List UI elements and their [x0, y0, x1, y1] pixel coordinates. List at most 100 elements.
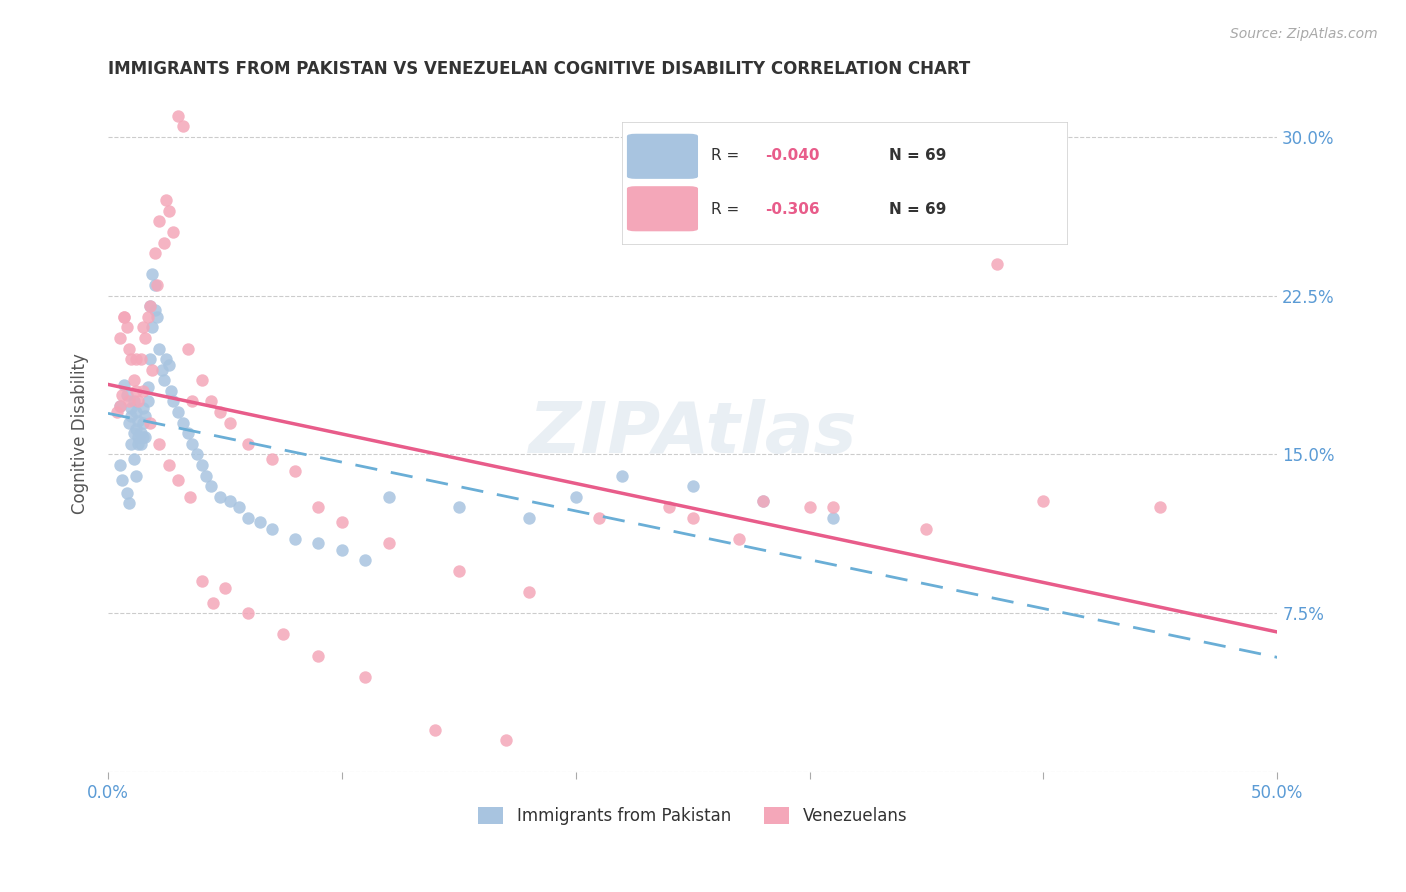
Point	[308, 536, 330, 550]
Point	[218, 416, 240, 430]
Point	[150, 362, 173, 376]
Point	[186, 447, 208, 461]
Point	[308, 648, 330, 663]
Point	[190, 373, 212, 387]
Point	[108, 399, 131, 413]
Point	[209, 490, 232, 504]
Point	[125, 422, 148, 436]
Point	[115, 388, 138, 402]
Point	[1032, 494, 1054, 508]
Point	[377, 536, 399, 550]
Point	[136, 310, 159, 324]
Point	[141, 320, 163, 334]
Point	[176, 342, 198, 356]
Point	[447, 564, 470, 578]
Point	[181, 394, 204, 409]
Y-axis label: Cognitive Disability: Cognitive Disability	[72, 353, 89, 514]
Point	[146, 278, 169, 293]
Point	[377, 490, 399, 504]
Point	[986, 257, 1008, 271]
Point	[112, 377, 135, 392]
Point	[108, 458, 131, 472]
Point	[111, 473, 134, 487]
Point	[190, 458, 212, 472]
Point	[821, 500, 844, 515]
Point	[214, 581, 236, 595]
Point	[517, 585, 540, 599]
Point	[752, 494, 775, 508]
Point	[125, 352, 148, 367]
Point	[120, 409, 142, 424]
Point	[122, 451, 145, 466]
Point	[148, 214, 170, 228]
Point	[238, 606, 260, 620]
Point	[136, 394, 159, 409]
Point	[162, 225, 184, 239]
Point	[155, 352, 177, 367]
Point	[157, 458, 180, 472]
Point	[115, 320, 138, 334]
Point	[125, 405, 148, 419]
Point	[146, 310, 169, 324]
Legend: Immigrants from Pakistan, Venezuelans: Immigrants from Pakistan, Venezuelans	[471, 800, 914, 831]
Point	[143, 303, 166, 318]
Point	[122, 394, 145, 409]
Point	[181, 437, 204, 451]
Point	[200, 479, 222, 493]
Point	[120, 401, 142, 415]
Point	[495, 733, 517, 747]
Point	[112, 310, 135, 324]
Point	[195, 468, 218, 483]
Point	[172, 119, 194, 133]
Point	[249, 515, 271, 529]
Point	[330, 515, 353, 529]
Point	[228, 500, 250, 515]
Point	[139, 299, 162, 313]
Point	[176, 426, 198, 441]
Point	[118, 416, 141, 430]
Point	[160, 384, 183, 398]
Text: IMMIGRANTS FROM PAKISTAN VS VENEZUELAN COGNITIVE DISABILITY CORRELATION CHART: IMMIGRANTS FROM PAKISTAN VS VENEZUELAN C…	[108, 60, 970, 78]
Point	[179, 490, 201, 504]
Point	[612, 468, 634, 483]
Point	[153, 373, 176, 387]
Point	[915, 522, 938, 536]
Point	[148, 437, 170, 451]
Point	[238, 511, 260, 525]
Point	[134, 430, 156, 444]
Point	[167, 109, 190, 123]
Point	[122, 373, 145, 387]
Point	[127, 437, 149, 451]
Point	[134, 409, 156, 424]
Point	[120, 437, 142, 451]
Point	[564, 490, 586, 504]
Point	[821, 511, 844, 525]
Point	[108, 331, 131, 345]
Point	[112, 310, 135, 324]
Point	[238, 437, 260, 451]
Point	[209, 405, 232, 419]
Point	[139, 299, 162, 313]
Point	[155, 194, 177, 208]
Point	[167, 405, 190, 419]
Point	[728, 532, 751, 546]
Text: Source: ZipAtlas.com: Source: ZipAtlas.com	[1230, 27, 1378, 41]
Point	[588, 511, 610, 525]
Point	[658, 500, 681, 515]
Point	[141, 362, 163, 376]
Point	[517, 511, 540, 525]
Point	[308, 500, 330, 515]
Point	[129, 437, 152, 451]
Point	[125, 468, 148, 483]
Point	[125, 384, 148, 398]
Point	[141, 268, 163, 282]
Point	[1149, 500, 1171, 515]
Point	[127, 394, 149, 409]
Point	[139, 352, 162, 367]
Point	[129, 352, 152, 367]
Point	[153, 235, 176, 250]
Point	[682, 479, 704, 493]
Point	[118, 394, 141, 409]
Point	[172, 416, 194, 430]
Point	[134, 331, 156, 345]
